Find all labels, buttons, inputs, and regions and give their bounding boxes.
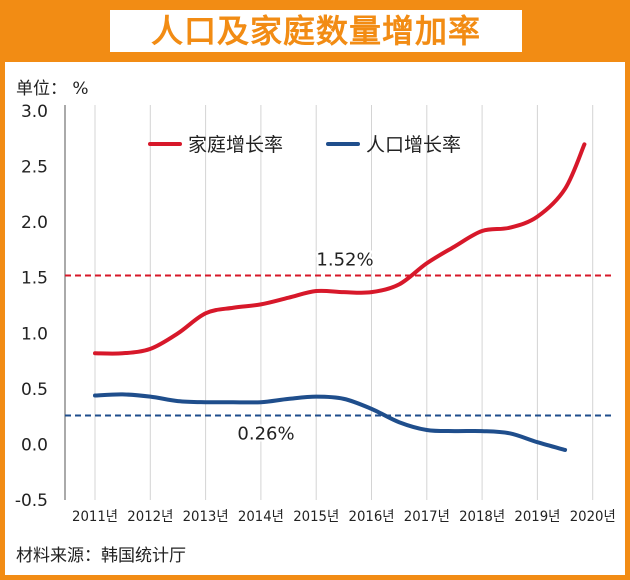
x-tick-label: 2016년 xyxy=(349,509,395,525)
legend-label-1: 家庭增长率 xyxy=(188,134,283,156)
x-tick-label: 2019년 xyxy=(514,509,560,525)
chart-title: 人口及家庭数量增加率 xyxy=(110,10,522,52)
reference-label-1: 1.52% xyxy=(316,249,373,270)
x-tick-label: 2014년 xyxy=(238,509,284,525)
x-tick-label: 2020년 xyxy=(570,509,616,525)
y-tick-label: 3.0 xyxy=(21,102,48,122)
x-tick-label: 2015년 xyxy=(293,509,339,525)
x-tick-label: 2017년 xyxy=(404,509,450,525)
source-note: 材料来源：韩国统计厅 xyxy=(16,546,186,566)
x-tick-label: 2013년 xyxy=(183,509,229,525)
y-tick-label: 1.5 xyxy=(21,269,48,289)
y-tick-label: 2.5 xyxy=(21,158,48,178)
legend-label-2: 人口增长率 xyxy=(366,134,461,156)
y-tick-label: -0.5 xyxy=(15,491,48,511)
title-bar: 人口及家庭数量增加率 xyxy=(0,0,630,62)
unit-label: 单位： % xyxy=(16,79,89,99)
y-tick-label: 2.0 xyxy=(21,213,48,233)
y-tick-label: 0.5 xyxy=(21,380,48,400)
series-line-1 xyxy=(93,142,587,356)
series-line-2 xyxy=(93,392,568,452)
y-tick-label: 0.0 xyxy=(21,435,48,455)
reference-label-2: 0.26% xyxy=(237,424,294,445)
x-tick-label: 2012년 xyxy=(127,509,173,525)
x-tick-label: 2011년 xyxy=(72,509,118,525)
y-tick-label: 1.0 xyxy=(21,324,48,344)
x-tick-label: 2018년 xyxy=(459,509,505,525)
